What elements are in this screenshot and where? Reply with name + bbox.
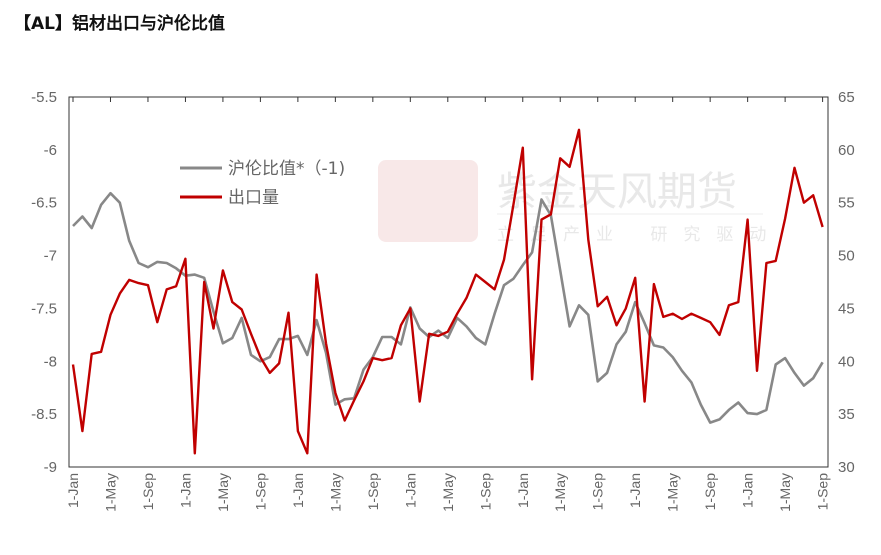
right-axis-tick-label: 30	[838, 459, 855, 476]
x-axis-tick-label: 1-Jan	[290, 473, 306, 508]
x-axis-tick-label: 1-Sep	[477, 473, 493, 511]
x-axis-tick-label: 1-Sep	[815, 473, 831, 511]
left-axis-tick-label: -8.5	[31, 406, 57, 423]
right-axis-tick-label: 35	[838, 406, 855, 423]
x-axis-tick-label: 1-May	[665, 473, 681, 512]
x-axis-tick-label: 1-Sep	[702, 473, 718, 511]
right-axis-tick-label: 65	[838, 89, 855, 106]
left-axis-tick-label: -7.5	[31, 300, 57, 317]
legend-label-export: 出口量	[228, 188, 279, 208]
x-axis-tick-label: 1-May	[777, 473, 793, 512]
x-axis-tick-label: 1-Jan	[515, 473, 531, 508]
watermark-seal	[378, 160, 478, 242]
legend-label-ratio: 沪伦比值*（-1)	[228, 159, 345, 179]
x-axis-tick-label: 1-Sep	[590, 473, 606, 511]
x-axis-tick-label: 1-Jan	[402, 473, 418, 508]
watermark-slogan: 立足产业 研究驱动	[497, 225, 782, 245]
left-axis-tick-label: -6	[44, 142, 57, 159]
watermark-brand: 紫金天风期货	[497, 169, 737, 215]
series-line-export	[71, 128, 824, 455]
x-axis-tick-label: 1-Sep	[140, 473, 156, 511]
right-axis-tick-label: 60	[838, 142, 855, 159]
x-axis-tick-label: 1-May	[440, 473, 456, 512]
x-axis-tick-label: 1-May	[552, 473, 568, 512]
x-axis-tick-label: 1-Jan	[177, 473, 193, 508]
x-axis-tick-label: 1-Sep	[252, 473, 268, 511]
watermark: 紫金天风期货 立足产业 研究驱动	[378, 160, 782, 245]
left-axis-tick-label: -7	[44, 248, 57, 265]
right-axis-tick-label: 55	[838, 195, 855, 212]
left-axis-tick-label: -8	[44, 353, 57, 370]
series-line-ratio	[72, 191, 824, 424]
legend: 沪伦比值*（-1) 出口量	[180, 159, 345, 208]
x-axis-tick-label: 1-Sep	[365, 473, 381, 511]
x-axis-tick-label: 1-Jan	[65, 473, 81, 508]
chart-title: 【AL】铝材出口与沪伦比值	[14, 14, 225, 34]
x-axis-tick-label: 1-May	[327, 473, 343, 512]
plot-frame	[68, 96, 829, 468]
x-axis-tick-label: 1-May	[102, 473, 118, 512]
left-axis-tick-label: -5.5	[31, 89, 57, 106]
right-axis-tick-label: 45	[838, 300, 855, 317]
right-axis-tick-label: 40	[838, 353, 855, 370]
x-axis-tick-label: 1-Jan	[627, 473, 643, 508]
x-axis-tick-label: 1-Jan	[740, 473, 756, 508]
right-axis-tick-label: 50	[838, 248, 855, 265]
left-axis-tick-label: -6.5	[31, 195, 57, 212]
x-axis-tick-label: 1-May	[215, 473, 231, 512]
left-axis-tick-label: -9	[44, 459, 57, 476]
